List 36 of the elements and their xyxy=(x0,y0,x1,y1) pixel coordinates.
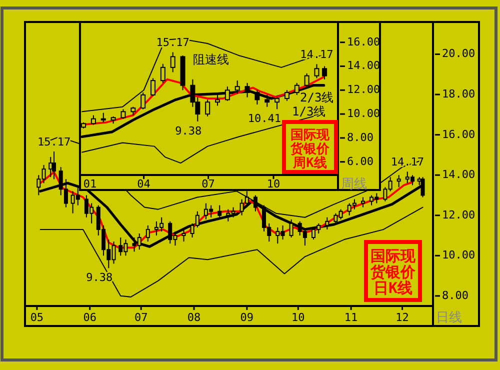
annotation: 国际现货银价日K线 xyxy=(370,247,416,297)
y-tick-label: 8.00 xyxy=(442,288,468,302)
y-tick-label: 12.00 xyxy=(347,83,380,96)
x-tick-label: 05 xyxy=(30,311,44,324)
x-tick-label: 06 xyxy=(83,311,96,324)
x-tick-label: 07 xyxy=(134,311,148,324)
x-axis-title: 日线 xyxy=(436,310,462,326)
x-tick-label: 07 xyxy=(202,178,215,191)
x-tick-label: 01 xyxy=(83,178,97,191)
y-tick-label: 18.00 xyxy=(442,88,476,101)
annotation: 10.41 xyxy=(248,112,282,126)
annotation: 国际现货银价周K线 xyxy=(290,128,330,171)
x-tick-label: 09 xyxy=(240,311,254,324)
y-tick-label: 16.00 xyxy=(347,35,380,48)
y-tick-label: 12.00 xyxy=(442,208,476,222)
x-tick-label: 11 xyxy=(344,311,358,324)
annotation: 15.17 xyxy=(37,136,71,149)
y-tick-label: 6.00 xyxy=(347,154,374,168)
y-tick-label: 14.00 xyxy=(442,168,476,182)
x-tick-label: 12 xyxy=(396,311,409,324)
y-tick-label: 8.00 xyxy=(347,130,374,144)
y-tick-label: 16.00 xyxy=(442,128,476,141)
x-axis-title: 周线 xyxy=(341,177,367,192)
y-tick-label: 14.00 xyxy=(347,59,380,72)
y-tick-label: 10.00 xyxy=(442,248,476,262)
x-tick-label: 08 xyxy=(187,311,201,324)
annotation: 9.38 xyxy=(175,124,202,138)
y-tick-label: 20.00 xyxy=(442,47,476,60)
annotation: 2/3线 xyxy=(300,90,334,104)
annotation: 14.17 xyxy=(300,48,334,62)
x-tick-label: 10 xyxy=(266,178,280,191)
y-tick-label: 10.00 xyxy=(347,107,380,120)
annotation: 1/3线 xyxy=(292,104,326,118)
x-tick-label: 10 xyxy=(292,311,305,324)
x-tick-label: 04 xyxy=(137,178,151,191)
annotation: 阻速线 xyxy=(193,52,229,66)
